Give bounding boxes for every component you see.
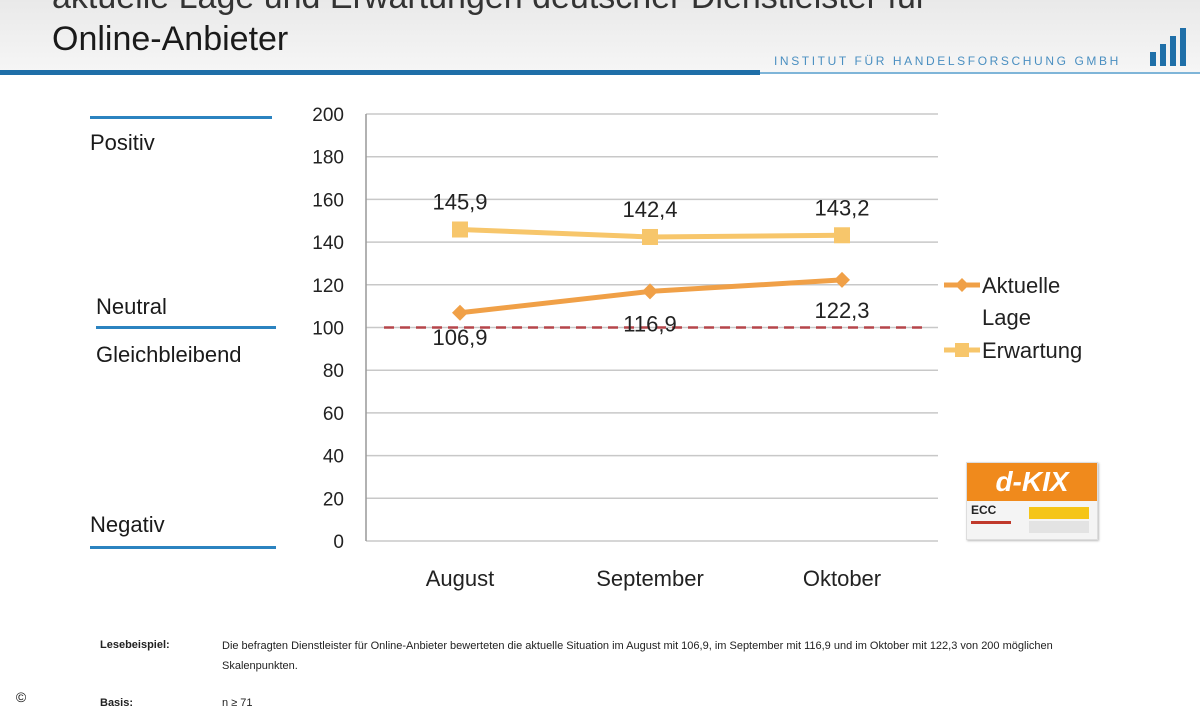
y-tick-label: 160 bbox=[312, 190, 344, 211]
data-point bbox=[642, 283, 658, 300]
x-tick-label: Oktober bbox=[803, 566, 881, 591]
data-point bbox=[834, 227, 850, 244]
legend-marker-erwartung bbox=[955, 343, 969, 357]
data-point bbox=[834, 271, 850, 288]
x-tick-label: August bbox=[426, 566, 495, 591]
partner-logo-icon-2 bbox=[1029, 521, 1089, 533]
legend-label-aktuelle-lage: Aktuelle bbox=[982, 273, 1060, 298]
data-label: 143,2 bbox=[814, 195, 869, 220]
legend-label-erwartung: Erwartung bbox=[982, 338, 1082, 363]
label-gleichbleibend: Gleichbleibend bbox=[96, 342, 242, 367]
data-label: 145,9 bbox=[432, 190, 487, 215]
y-tick-label: 60 bbox=[323, 404, 344, 425]
data-label: 106,9 bbox=[432, 325, 487, 350]
data-point bbox=[452, 221, 468, 238]
legend-label-aktuelle-lage: Lage bbox=[982, 305, 1031, 330]
d-kix-title: d-KIX bbox=[967, 463, 1097, 501]
page-title-line-2: Online-Anbieter bbox=[52, 20, 289, 58]
header-rule bbox=[0, 70, 760, 75]
institute-logo-icon bbox=[1150, 28, 1186, 66]
y-tick-label: 200 bbox=[312, 105, 344, 126]
footer-lesebeispiel-key: Lesebeispiel: bbox=[100, 639, 170, 651]
data-point bbox=[452, 304, 468, 321]
y-tick-label: 100 bbox=[312, 319, 344, 340]
data-label: 142,4 bbox=[622, 197, 677, 222]
data-point bbox=[642, 228, 658, 245]
y-tick-label: 80 bbox=[323, 361, 344, 382]
label-neutral: Neutral bbox=[96, 294, 167, 319]
footer-lesebeispiel-text: Die befragten Dienstleister für Online-A… bbox=[222, 640, 1053, 672]
neutral-line bbox=[96, 326, 276, 329]
footer-basis-text: n ≥ 71 bbox=[222, 697, 253, 709]
positive-line bbox=[90, 116, 272, 119]
y-tick-label: 20 bbox=[323, 489, 344, 510]
x-tick-label: September bbox=[596, 566, 704, 591]
data-label: 116,9 bbox=[623, 311, 676, 336]
institute-name: INSTITUT FÜR HANDELSFORSCHUNG GMBH bbox=[774, 54, 1121, 68]
label-positive: Positiv bbox=[90, 130, 155, 155]
ecc-logo-underline bbox=[971, 521, 1011, 524]
footer-basis-key: Basis: bbox=[100, 697, 134, 709]
partner-logo-icon bbox=[1029, 507, 1089, 519]
d-kix-badge: d-KIX ECC bbox=[966, 462, 1098, 540]
header-rule-light bbox=[760, 72, 1200, 74]
label-negative: Negativ bbox=[90, 512, 165, 537]
legend-marker-aktuelle-lage bbox=[955, 278, 969, 292]
header-band bbox=[0, 0, 1200, 72]
copyright-icon: © bbox=[10, 686, 32, 708]
page-title-line-1: aktuelle Lage und Erwartungen deutscher … bbox=[52, 0, 927, 17]
y-tick-label: 0 bbox=[333, 532, 344, 553]
y-tick-label: 40 bbox=[323, 447, 344, 468]
ecc-logo-text: ECC bbox=[971, 503, 997, 517]
y-tick-label: 180 bbox=[312, 148, 344, 169]
data-label: 122,3 bbox=[814, 298, 869, 323]
y-tick-label: 120 bbox=[312, 276, 344, 297]
y-tick-label: 140 bbox=[312, 233, 344, 254]
negative-line bbox=[90, 546, 276, 549]
